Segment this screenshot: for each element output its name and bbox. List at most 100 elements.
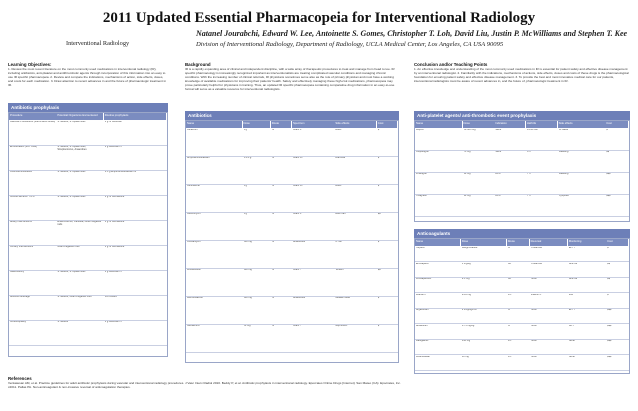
table-cell: Stent: [495, 129, 502, 131]
table-cell: Clindamycin: [187, 241, 201, 243]
table-header-cell: Dose: [460, 239, 507, 246]
table-cell: ACT: [568, 324, 574, 327]
background-text: IR is a rapidly expanding area of clinic…: [185, 67, 395, 91]
table-header-cell: Cost: [606, 239, 629, 246]
table-cell: S. aureus, S. epidermidis: [57, 121, 86, 123]
table-cell: $: [377, 157, 380, 159]
table-cell: Metronidazole: [187, 297, 203, 299]
table-cell: $$: [607, 262, 610, 265]
table-cell: 1 g: [243, 185, 248, 187]
table-cell: INR: [568, 293, 574, 296]
table-cell: Venous access / TIPS: [10, 196, 35, 198]
table-cell: ACS: [495, 173, 501, 175]
table-cell: IV: [507, 247, 511, 249]
table-cell: $: [377, 297, 380, 299]
table-cell: Gram -: [293, 325, 301, 327]
references-text: Venkatesan AM, et al. Practice guideline…: [8, 381, 401, 389]
table-cell: $: [377, 241, 380, 243]
table-cell: Red man: [335, 213, 346, 215]
table-cell: 2 mcg/kg/min: [461, 309, 477, 311]
table-cell: $: [607, 247, 609, 249]
table-cell: Cefazolin: [187, 129, 198, 131]
table-cell: Weight-based: [461, 247, 478, 249]
table-cell: Gram +: [293, 213, 302, 215]
table-header-cell: Cost: [376, 121, 398, 128]
table-cell: Tendon: [335, 269, 344, 271]
table-cell: Prasugrel: [416, 173, 427, 175]
table-cell: 500 mg: [243, 297, 252, 299]
table-cell: None: [530, 355, 537, 358]
table-cell: IV: [271, 297, 275, 299]
antibiotic-prophylaxis-header: Antibiotic prophylaxis: [8, 103, 168, 112]
table-cell: 1 g: [243, 213, 248, 215]
table-cell: Levofloxacin: [187, 269, 201, 271]
anticoagulants-header: Anticoagulants: [414, 229, 630, 238]
table-cell: Bleeding: [558, 151, 569, 153]
table-cell: S. aureus, Gram-negative rods: [57, 296, 92, 298]
table-cell: Gentamicin: [187, 325, 200, 327]
table-cell: $$: [607, 278, 610, 280]
table-cell: 15-20 min: [526, 129, 539, 131]
poster-header: 2011 Updated Essential Pharmacopeia for …: [0, 0, 638, 62]
table-cell: Nephrotox.: [335, 325, 348, 327]
table-cell: IV: [507, 324, 511, 327]
table-cell: 150 mg: [461, 340, 471, 342]
table-header-cell: Reversal: [529, 239, 568, 246]
table-header-cell: Side effects: [557, 121, 605, 128]
table-cell: 10 mg: [463, 173, 471, 175]
table-cell: Heparin: [416, 247, 425, 249]
table-cell: Abscess drainage: [10, 296, 30, 298]
antibiotics-table: Name Dose Route Spectrum Side effects Cost Cef…: [185, 120, 399, 363]
table-cell: S. aureus, S. epidermidis: [57, 196, 86, 198]
conclusion-text: 1. An effective knowledge and understand…: [414, 67, 629, 83]
table-cell: S. aureus, S. epidermidis, Streptococcus…: [57, 146, 87, 151]
table-cell: 7 h: [526, 195, 531, 197]
table-cell: S. aureus, S. epidermidis: [57, 171, 86, 173]
table-cell: None: [530, 278, 537, 280]
table-cell: $$$: [607, 340, 612, 342]
affiliation: Division of Interventional Radiology, De…: [196, 41, 504, 48]
table-cell: 1 g cefazolin IV: [104, 321, 122, 323]
table-cell: IV: [271, 185, 275, 187]
table-cell: 1 g IV ceftriaxone: [104, 221, 125, 223]
table-cell: Rivaroxaban: [416, 355, 431, 358]
references-heading: References: [8, 376, 32, 381]
table-cell: 1 g cefazolin IV: [104, 146, 122, 148]
table-header-cell: Route: [506, 239, 530, 246]
table-header-cell: Monitoring: [567, 239, 606, 246]
author-list: Natanel Jourabchi, Edward W. Lee, Antoin…: [196, 29, 628, 38]
table-cell: PO: [507, 340, 512, 342]
table-cell: Argatroban: [416, 309, 429, 311]
table-cell: 1.5 g ampicillin/sulbactam IV: [104, 171, 137, 173]
table-cell: S. aureus: [57, 321, 69, 323]
table-cell: Gram-negative rods: [57, 246, 80, 248]
table-cell: 90 mg: [463, 195, 471, 197]
table-cell: Gram +: [293, 129, 302, 131]
table-cell: Clopidogrel: [416, 151, 429, 153]
table-header-cell: Dose: [462, 121, 494, 128]
table-cell: Anti-Xa: [568, 278, 578, 280]
table-cell: ACS: [495, 195, 501, 197]
table-cell: Gastrostomy: [10, 271, 25, 273]
background-heading: Background: [185, 62, 211, 67]
table-cell: IV: [271, 241, 275, 243]
table-cell: 500 mg: [243, 269, 252, 271]
table-cell: SC: [507, 262, 512, 265]
table-cell: PO: [507, 293, 512, 296]
table-header-cell: Indication: [494, 121, 526, 128]
table-cell: $$$: [607, 355, 612, 358]
poster-title: 2011 Updated Essential Pharmacopeia for …: [102, 10, 536, 26]
table-cell: IV: [271, 269, 275, 271]
table-cell: 1 g: [243, 129, 248, 131]
table-cell: None: [568, 355, 575, 358]
table-cell: Enterococcus, Candida, Gram-negative rod…: [57, 221, 102, 226]
table-cell: 2.5 mg: [461, 278, 470, 280]
table-cell: Ampicillin/sulbactam: [187, 157, 210, 159]
table-header-cell: Spectrum: [292, 121, 334, 128]
table-header-cell: Dose: [242, 121, 271, 128]
antiplatelet-header: Anti-platelet agents/ anti-thrombotic ev…: [414, 111, 630, 120]
table-cell: GI bleed: [558, 129, 569, 131]
table-cell: Warfarin: [416, 293, 426, 296]
table-cell: None: [530, 309, 537, 311]
table-cell: $$$: [606, 195, 611, 197]
